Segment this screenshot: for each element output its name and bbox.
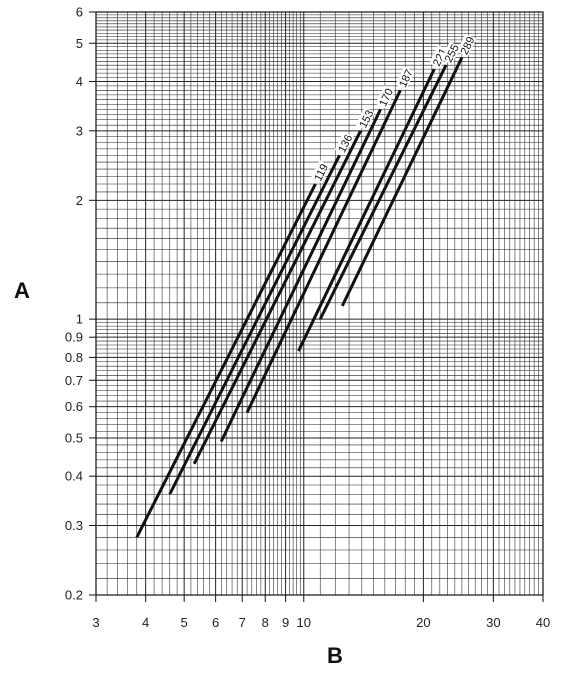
series-line <box>192 130 362 465</box>
x-tick-label: 30 <box>486 615 500 630</box>
series-label-backdrop <box>395 66 415 90</box>
y-tick-label: 1 <box>76 312 83 327</box>
x-tick-label: 3 <box>92 615 99 630</box>
y-tick-label: 3 <box>76 123 83 138</box>
series-label-group: 136 <box>334 131 355 155</box>
series-line <box>245 89 402 414</box>
y-tick-label: 0.8 <box>65 350 83 365</box>
series-label-backdrop <box>375 85 395 109</box>
series-line <box>168 154 341 495</box>
plot-frame <box>95 11 544 596</box>
x-tick-label: 40 <box>536 615 550 630</box>
x-axis-ticks: 3 4 5 6 7 8 9 10 20 30 40 <box>92 595 550 630</box>
x-tick-label: 7 <box>239 615 246 630</box>
x-axis-title: B <box>327 643 343 668</box>
x-tick-label: 9 <box>282 615 289 630</box>
y-axis-title: A <box>14 278 30 303</box>
y-tick-label: 5 <box>76 36 83 51</box>
series-line <box>340 56 464 307</box>
y-axis-ticks: 0.2 0.3 0.4 0.5 0.6 0.7 0.8 0.9 1 2 3 4 5 6 <box>65 5 96 603</box>
y-tick-label: 6 <box>76 5 83 20</box>
y-tick-label: 2 <box>76 193 83 208</box>
y-tick-label: 0.4 <box>65 469 83 484</box>
y-tick-label: 4 <box>76 74 83 89</box>
y-tick-label: 0.7 <box>65 373 83 388</box>
y-tick-label: 0.5 <box>65 430 83 445</box>
x-tick-label: 6 <box>212 615 219 630</box>
series-label-backdrop <box>456 33 477 58</box>
y-tick-label: 0.9 <box>65 330 83 345</box>
series-line <box>219 108 382 443</box>
series-label-backdrop <box>310 160 331 184</box>
x-tick-label: 5 <box>181 615 188 630</box>
series-line <box>135 183 317 539</box>
y-tick-label: 0.3 <box>65 518 83 533</box>
series-label-backdrop <box>429 45 449 69</box>
grid <box>95 11 544 596</box>
series-label-backdrop <box>334 131 355 155</box>
y-tick-label: 0.6 <box>65 399 83 414</box>
series-line <box>318 64 448 320</box>
x-tick-label: 10 <box>297 615 311 630</box>
x-tick-label: 4 <box>142 615 149 630</box>
x-tick-label: 20 <box>416 615 430 630</box>
y-tick-label: 0.2 <box>65 588 83 603</box>
series-label-backdrop <box>355 107 376 131</box>
series-label-backdrop <box>441 41 461 65</box>
series-line <box>297 68 436 352</box>
series-label-group: 187 <box>395 66 416 90</box>
x-tick-label: 8 <box>262 615 269 630</box>
